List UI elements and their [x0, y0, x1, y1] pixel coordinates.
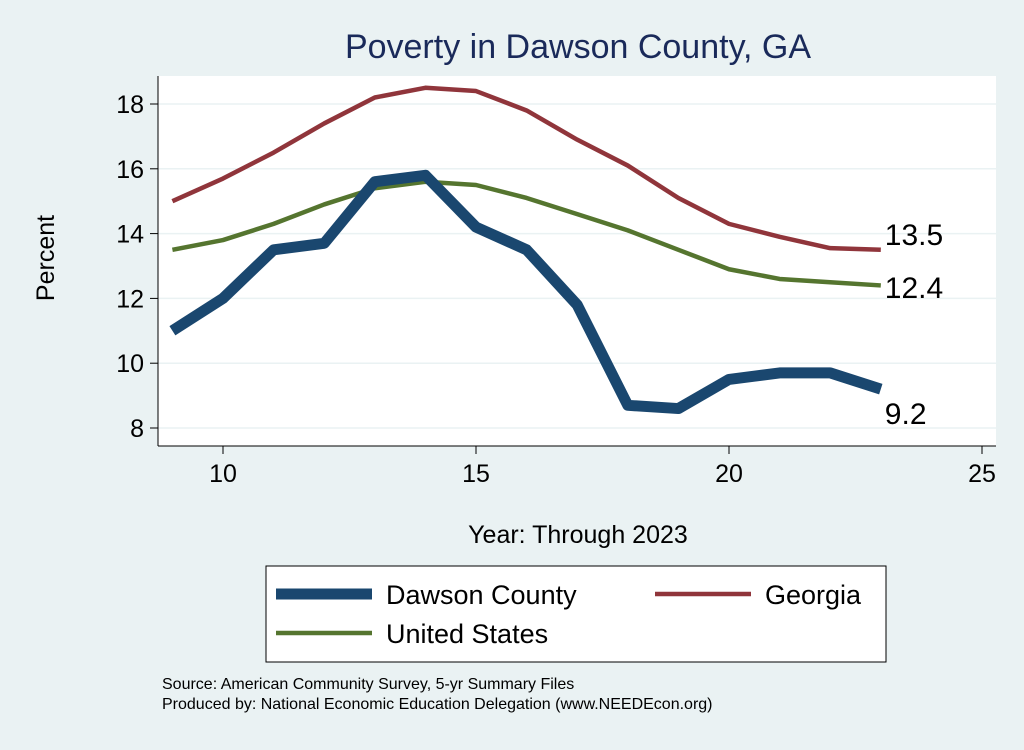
- series-line-georgia: [171, 85, 881, 253]
- end-label: 13.5: [885, 219, 943, 252]
- x-tick-label: 10: [209, 460, 237, 488]
- y-tick-label: 18: [116, 91, 144, 119]
- y-tick-label: 16: [116, 156, 144, 184]
- y-tick-label: 10: [116, 350, 144, 378]
- y-tick-label: 14: [116, 221, 144, 249]
- legend: Dawson County Georgia United States: [265, 565, 887, 663]
- end-label: 12.4: [885, 272, 943, 305]
- y-tick-label: 8: [130, 415, 144, 443]
- x-tick-label: 15: [462, 460, 490, 488]
- source-note: Source: American Community Survey, 5-yr …: [162, 676, 574, 693]
- x-axis-label: Year: Through 2023: [468, 521, 688, 549]
- end-label: 9.2: [885, 398, 927, 431]
- y-tick-label: 12: [116, 285, 144, 313]
- legend-label: Dawson County: [386, 580, 577, 610]
- chart-title: Poverty in Dawson County, GA: [345, 28, 811, 66]
- y-axis-label: Percent: [32, 215, 60, 301]
- series-line-dawson-county: [169, 169, 883, 415]
- series-line-united-states: [171, 179, 881, 288]
- x-tick-label: 20: [715, 460, 743, 488]
- legend-label: United States: [386, 619, 548, 649]
- legend-label: Georgia: [765, 580, 862, 610]
- x-tick-label: 25: [968, 460, 996, 488]
- producer-note: Produced by: National Economic Education…: [162, 696, 713, 713]
